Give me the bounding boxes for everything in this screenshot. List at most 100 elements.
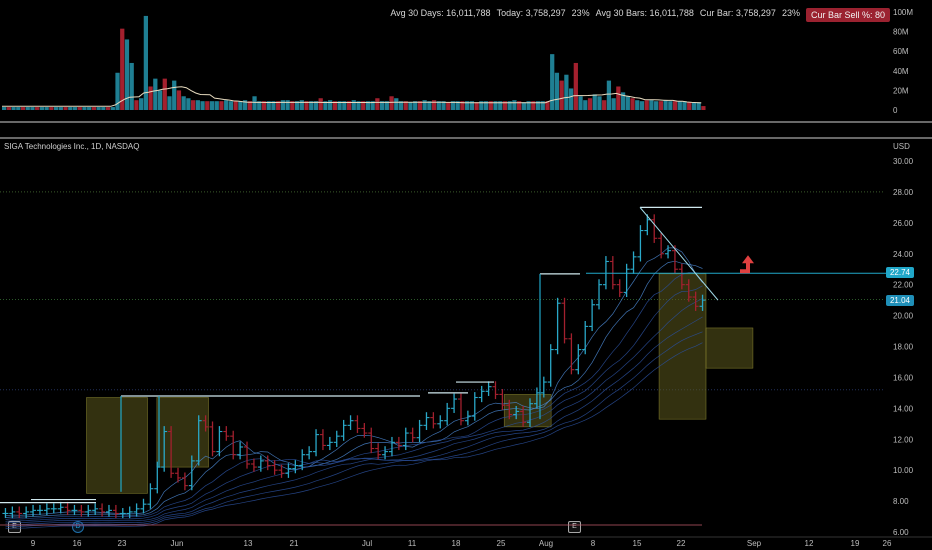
volume-bar bbox=[58, 107, 63, 110]
earnings-icon[interactable]: E bbox=[568, 521, 581, 533]
volume-bar bbox=[455, 101, 460, 110]
time-tick-label: 9 bbox=[31, 539, 36, 548]
volume-bar bbox=[87, 107, 92, 110]
volume-bar bbox=[431, 100, 437, 110]
volume-bar bbox=[545, 101, 550, 110]
volume-bar bbox=[479, 101, 484, 110]
volume-bar bbox=[531, 101, 536, 110]
moving-average-line bbox=[5, 260, 703, 518]
volume-tick-label: 100M bbox=[893, 8, 913, 17]
volume-bar bbox=[398, 101, 404, 110]
moving-average-line bbox=[5, 342, 703, 530]
volume-bar bbox=[578, 96, 583, 110]
time-tick-label: 12 bbox=[805, 539, 814, 548]
volume-bar bbox=[663, 100, 668, 110]
volume-bar bbox=[25, 107, 30, 110]
price-tick-label: 6.00 bbox=[893, 528, 909, 537]
price-tick-label: 10.00 bbox=[893, 466, 914, 475]
volume-bar bbox=[143, 15, 148, 111]
volume-bar bbox=[328, 100, 333, 110]
time-tick-label: 22 bbox=[677, 539, 686, 548]
price-tick-label: 14.00 bbox=[893, 404, 914, 413]
volume-bar bbox=[639, 101, 645, 110]
volume-bar bbox=[507, 101, 512, 110]
today: Today: 3,758,297 bbox=[496, 8, 566, 18]
volume-bar bbox=[242, 100, 248, 110]
volume-bar bbox=[389, 96, 394, 110]
volume-tick-label: 80M bbox=[893, 28, 909, 37]
volume-bar bbox=[195, 100, 200, 110]
volume-bar bbox=[39, 107, 45, 110]
volume-bar bbox=[115, 72, 120, 110]
volume-bar bbox=[597, 96, 602, 110]
volume-bar bbox=[394, 98, 399, 110]
volume-bar bbox=[157, 90, 163, 110]
time-tick-label: 8 bbox=[591, 539, 596, 548]
volume-bar bbox=[498, 101, 503, 110]
volume-bar bbox=[63, 107, 68, 110]
volume-bar bbox=[190, 100, 196, 110]
volume-bar bbox=[620, 92, 626, 110]
price-tick-label: 30.00 bbox=[893, 157, 914, 166]
volume-bar bbox=[512, 100, 517, 110]
volume-bar bbox=[677, 101, 682, 110]
volume-bar bbox=[554, 72, 560, 110]
volume-bar bbox=[356, 101, 361, 110]
volume-bar bbox=[493, 101, 498, 110]
time-tick-label: 13 bbox=[244, 539, 253, 548]
volume-bar bbox=[521, 102, 526, 110]
volume-bar bbox=[44, 107, 49, 110]
volume-bar bbox=[148, 86, 153, 110]
volume-bar bbox=[526, 101, 531, 110]
volume-bar bbox=[403, 101, 408, 110]
volume-bar bbox=[247, 101, 252, 110]
volume-bar bbox=[658, 101, 664, 110]
volume-bar bbox=[351, 100, 356, 110]
volume-bar bbox=[20, 107, 26, 110]
curbar: Cur Bar: 3,758,297 bbox=[699, 8, 776, 18]
volume-bar bbox=[323, 101, 328, 110]
sell-badge[interactable]: Cur Bar Sell %: 80 bbox=[805, 8, 890, 22]
volume-bar bbox=[101, 107, 106, 110]
volume-bar bbox=[370, 101, 375, 110]
volume-bar bbox=[625, 96, 630, 110]
volume-bar bbox=[460, 101, 465, 110]
volume-bar bbox=[176, 90, 182, 110]
volume-bar bbox=[224, 100, 229, 110]
time-tick-label: 25 bbox=[497, 539, 506, 548]
volume-bar bbox=[261, 101, 267, 110]
volume-bar bbox=[682, 101, 687, 110]
volume-tick-label: 20M bbox=[893, 86, 909, 95]
volume-bar bbox=[606, 80, 612, 110]
volume-bar bbox=[540, 101, 545, 110]
volume-bar bbox=[266, 101, 271, 110]
volume-bar bbox=[375, 98, 380, 110]
volume-bar bbox=[35, 107, 40, 110]
avg30bars: Avg 30 Bars: 16,011,788 bbox=[595, 8, 694, 18]
volume-bar bbox=[550, 54, 555, 110]
volume-bar bbox=[228, 101, 234, 110]
last-price-tag: 21.04 bbox=[886, 295, 914, 306]
curbar-pct: 23% bbox=[781, 8, 800, 18]
time-tick-label: 26 bbox=[883, 539, 892, 548]
volume-bar bbox=[110, 107, 115, 110]
volume-bar bbox=[238, 101, 243, 110]
volume-bar bbox=[611, 98, 616, 110]
volume-bar bbox=[77, 107, 82, 110]
volume-bar bbox=[6, 107, 11, 110]
volume-bar bbox=[441, 101, 446, 110]
time-tick-label: 19 bbox=[851, 539, 860, 548]
volume-bar bbox=[276, 101, 281, 110]
price-tick-label: 28.00 bbox=[893, 188, 914, 197]
time-tick-label: 15 bbox=[633, 539, 642, 548]
volume-bar bbox=[96, 107, 101, 110]
consolidation-box bbox=[705, 327, 754, 369]
volume-bar bbox=[361, 101, 366, 110]
time-tick-label: 23 bbox=[118, 539, 127, 548]
volume-bar bbox=[181, 96, 186, 110]
volume-bar bbox=[257, 101, 262, 110]
volume-bar bbox=[30, 107, 35, 110]
price-tick-label: 20.00 bbox=[893, 312, 914, 321]
consolidation-box bbox=[86, 397, 148, 494]
